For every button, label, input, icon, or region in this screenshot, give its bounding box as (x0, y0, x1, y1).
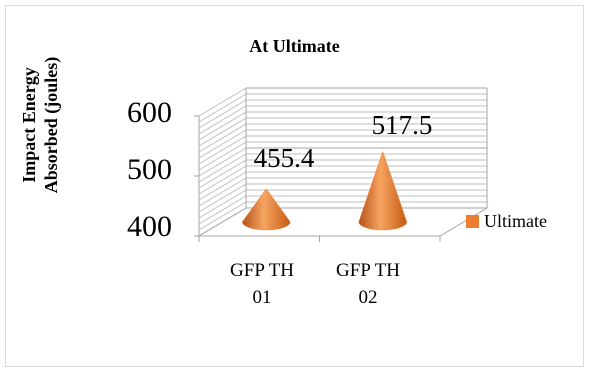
floor (197, 207, 489, 237)
side-wall-gridline (198, 201, 247, 231)
cone-1 (241, 188, 291, 231)
legend: Ultimate (466, 211, 547, 232)
side-wall-gridline (198, 195, 247, 225)
side-wall-gridline (198, 159, 247, 189)
chart-border (5, 5, 584, 367)
legend-label: Ultimate (484, 211, 547, 231)
side-wall-gridline (198, 129, 247, 159)
y-tick-label: 500 (127, 153, 172, 186)
cone-series-ultimate (241, 150, 408, 231)
y-axis-title-line-1: Impact Energy (19, 67, 39, 183)
side-wall-gridline (198, 183, 247, 213)
side-wall-gridline (198, 117, 247, 147)
side-wall-gridline (198, 123, 247, 153)
side-wall-gridline (198, 93, 247, 123)
legend-swatch-ultimate (466, 215, 479, 228)
side-wall-gridline (198, 177, 247, 207)
cone-body (358, 150, 408, 231)
cone-2 (358, 150, 408, 231)
side-wall-gridline (198, 111, 247, 141)
side-wall-gridline (198, 171, 247, 201)
side-wall-gridline (198, 87, 247, 117)
x-tick-label: GFP TH 02 (336, 260, 400, 308)
side-wall-gridline (198, 153, 247, 183)
chart-title: At Ultimate (249, 36, 340, 56)
data-label: 455.4 (253, 143, 315, 173)
side-wall-gridline (198, 135, 247, 165)
plot-area (194, 87, 489, 242)
side-wall-gridline (198, 99, 247, 129)
side-wall-gridline (198, 141, 247, 171)
cone-body (241, 188, 291, 231)
x-tick-label: GFP TH 01 (230, 260, 294, 308)
y-axis-title-line-2: Absorbed (joules) (41, 56, 61, 194)
side-wall-gridline (198, 147, 247, 177)
data-label: 517.5 (371, 110, 433, 140)
side-wall-gridline (198, 105, 247, 135)
y-tick-label: 600 (127, 96, 172, 129)
y-tick-label: 400 (127, 210, 172, 243)
side-wall-gridline (198, 189, 247, 219)
side-wall-gridline (198, 165, 247, 195)
